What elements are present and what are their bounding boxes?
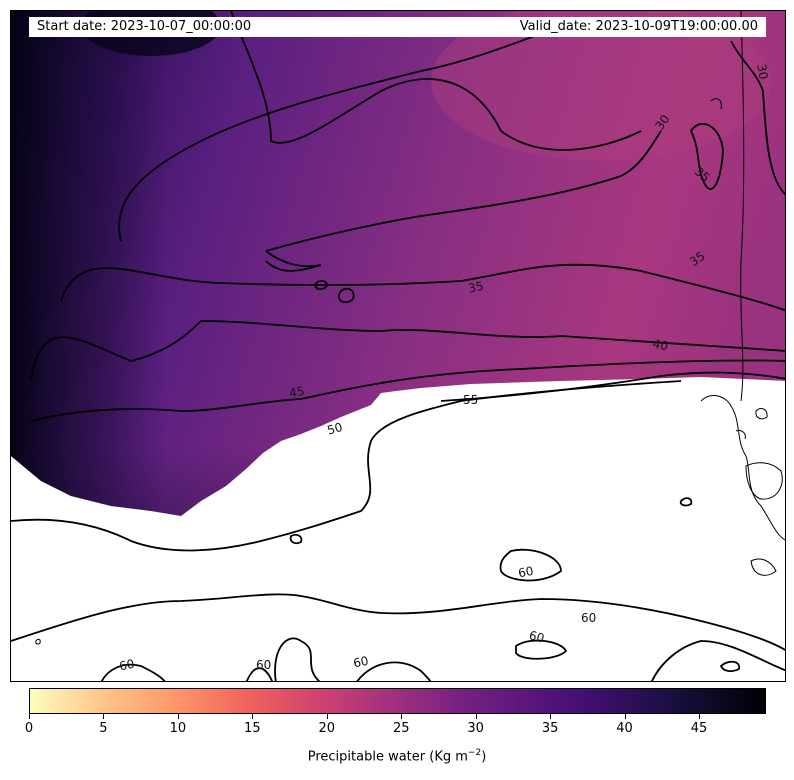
colorbar-tick-mark	[103, 714, 105, 719]
contour-label-35-center: 35	[467, 279, 485, 296]
colorbar-title-close: )	[481, 749, 487, 765]
colorbar-tick-mark	[699, 714, 700, 719]
colorbar-tick-label: 45	[690, 721, 708, 736]
colorbar-tick-label: 35	[541, 721, 559, 736]
colorbar	[29, 688, 766, 714]
contour-label-60-bottom-mid: 60	[256, 658, 271, 672]
contour-label-60-south: 60	[581, 611, 596, 625]
colorbar-tick-label: 10	[169, 721, 187, 736]
colorbar-tick-label: 20	[318, 721, 336, 736]
colorbar-tick-mark	[401, 714, 403, 719]
colorbar-tick-label: 5	[99, 721, 108, 736]
map-area: 30 30 35 35 35 40 45 50 55 60 60 60 60 6…	[10, 10, 786, 682]
colorbar-tick-mark	[624, 714, 626, 719]
colorbar-tick-label: 30	[467, 721, 484, 736]
colorbar-tick-mark	[550, 714, 552, 719]
valid-date-label: Valid_date: 2023-10-09T19:00:00.00	[519, 19, 758, 34]
contour-label-60-southeast: 60	[527, 628, 545, 645]
contour-label-45: 45	[288, 384, 305, 400]
contour-lines	[11, 11, 785, 681]
precipitable-water-field	[11, 11, 785, 516]
colorbar-tick-mark	[177, 714, 179, 719]
colorbar-title: Precipitable water (Kg m−2)	[0, 748, 794, 764]
colorbar-tick-mark	[252, 714, 254, 719]
colorbar-tick-label: 0	[24, 721, 34, 736]
date-info-bar: Start date: 2023-10-07_00:00:00 Valid_da…	[29, 17, 766, 37]
colorbar-tick-mark	[326, 714, 328, 719]
colorbar-tick-mark	[475, 714, 477, 719]
colorbar-tick-label: 25	[392, 721, 410, 736]
contour-label-60-east: 60	[517, 564, 534, 580]
contour-label-55: 55	[463, 393, 478, 407]
colorbar-title-exponent: −2	[467, 748, 482, 758]
coastlines	[35, 11, 785, 645]
contour-label-50: 50	[326, 420, 344, 437]
start-date-label: Start date: 2023-10-07_00:00:00	[37, 19, 252, 34]
colorbar-tick-label: 40	[616, 721, 633, 736]
contour-label-30-east: 30	[754, 63, 770, 80]
contour-label-40: 40	[652, 336, 670, 353]
colorbar-title-text: Precipitable water (Kg m	[307, 749, 468, 765]
colorbar-tick-mark	[29, 714, 30, 719]
contour-label-60-bottom-left: 60	[118, 657, 136, 674]
colorbar-tick-label: 15	[244, 721, 261, 736]
contour-label-60-bottom-right: 60	[352, 654, 370, 671]
precipitable-water-map: 30 30 35 35 35 40 45 50 55 60 60 60 60 6…	[11, 11, 785, 681]
